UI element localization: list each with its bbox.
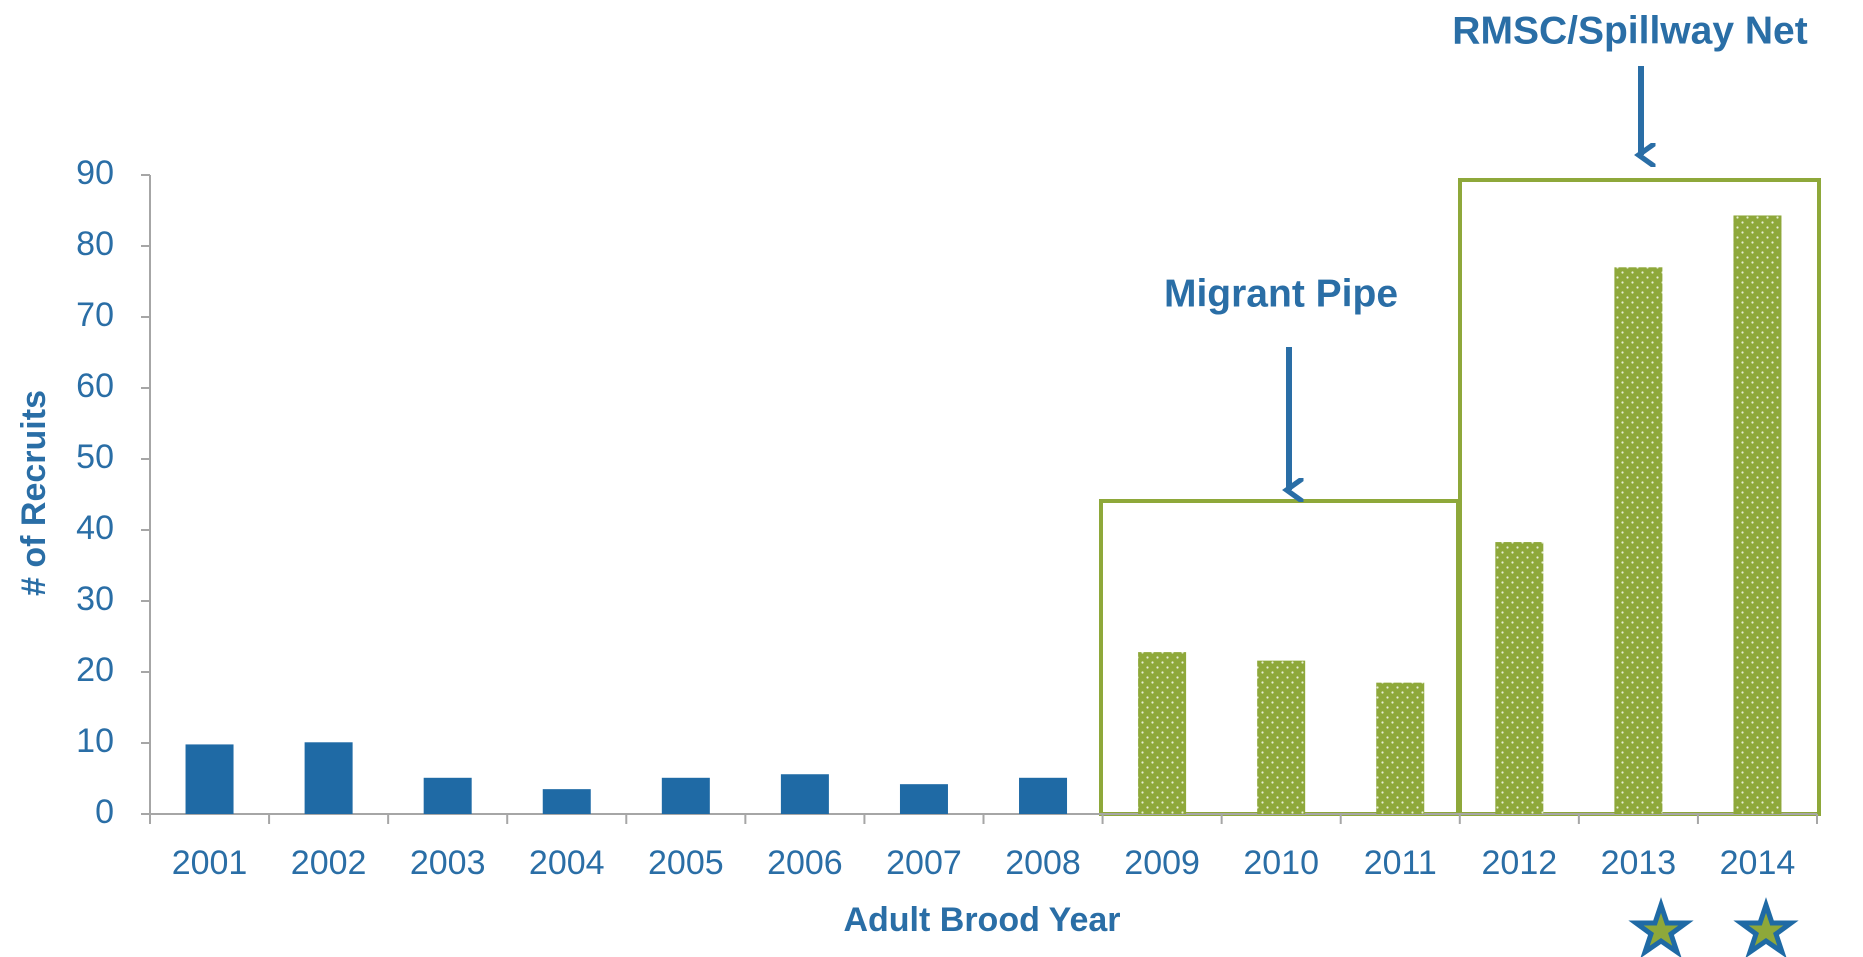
bar <box>1019 777 1068 814</box>
bar <box>1733 215 1782 815</box>
annotation: RMSC/Spillway Net <box>1452 9 1807 52</box>
bar <box>185 744 234 814</box>
x-tick-label: 2004 <box>529 844 605 882</box>
y-tick-label: 80 <box>76 225 114 263</box>
x-tick-label: 2009 <box>1124 844 1200 882</box>
y-tick-label: 40 <box>76 509 114 547</box>
x-tick-label: 2001 <box>172 844 248 882</box>
y-tick-label: 90 <box>76 154 114 192</box>
y-tick-label: 60 <box>76 367 114 405</box>
bar <box>1376 682 1425 814</box>
bar <box>780 774 829 814</box>
bar <box>1495 542 1544 814</box>
x-axis-title: Adult Brood Year <box>843 901 1120 939</box>
x-tick-label: 2011 <box>1364 844 1437 882</box>
bar <box>304 742 353 814</box>
x-tick-label: 2003 <box>410 844 486 882</box>
bar <box>423 777 472 814</box>
bar <box>542 789 591 814</box>
y-axis-title: # of Recruits <box>15 390 53 596</box>
x-tick-label: 2014 <box>1720 844 1796 882</box>
y-tick-label: 20 <box>76 651 114 689</box>
x-tick-label: 2007 <box>886 844 962 882</box>
x-tick-label: 2013 <box>1601 844 1677 882</box>
x-tick-label: 2005 <box>648 844 724 882</box>
x-tick-label: 2006 <box>767 844 843 882</box>
bar <box>1614 267 1663 814</box>
star <box>1733 897 1799 957</box>
x-tick-label: 2008 <box>1005 844 1081 882</box>
y-tick-label: 70 <box>76 296 114 334</box>
bar <box>899 784 948 814</box>
x-tick-label: 2010 <box>1243 844 1319 882</box>
bar <box>1138 652 1187 814</box>
x-tick-label: 2002 <box>291 844 367 882</box>
x-tick-label: 2012 <box>1482 844 1558 882</box>
y-tick-label: 50 <box>76 438 114 476</box>
annotation: Migrant Pipe <box>1164 272 1398 315</box>
y-tick-label: 30 <box>76 580 114 618</box>
y-tick-label: 10 <box>76 722 114 760</box>
bar <box>1257 660 1306 814</box>
star <box>1628 897 1694 957</box>
y-tick-label: 0 <box>95 793 114 831</box>
bar <box>661 777 710 814</box>
